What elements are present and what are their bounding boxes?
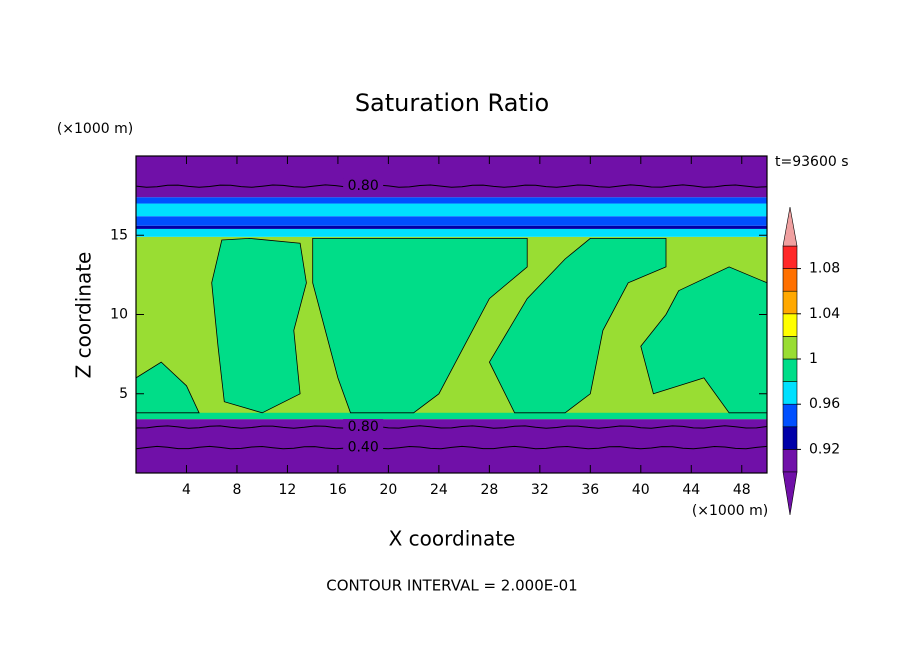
x-tick-label: 4 [182,482,191,498]
colorbar-over [782,206,798,247]
colorbar-under [782,471,798,516]
y-tick-label: 5 [119,386,128,402]
colorbar-box [782,449,798,473]
contour-line [135,184,768,188]
contour-label-bg [343,419,384,436]
footer: CONTOUR INTERVAL = 2.000E-01 [326,577,577,595]
x-tick-label: 28 [480,482,498,498]
contour-line [135,445,768,450]
colorbar-tick-label: 0.92 [809,441,840,457]
x-unit: (×1000 m) [692,503,768,519]
x-tick-label: 16 [329,482,347,498]
x-tick-label: 32 [531,482,549,498]
colorbar-box [782,358,798,382]
colorbar-box [782,245,798,269]
contour-label: 0.40 [348,440,379,456]
field-band [136,225,767,229]
time-label: t=93600 s [775,154,849,170]
colorbar-box [782,381,798,405]
contour-label-bg [343,439,384,456]
colorbar-box [782,336,798,360]
field-patch [312,238,528,414]
x-tick-label: 8 [232,482,241,498]
field-band [136,197,767,204]
field-patch [640,266,768,414]
x-tick-label: 40 [632,482,650,498]
field-patch [488,238,667,414]
y-tick-label: 15 [110,227,128,243]
x-tick-label: 20 [379,482,397,498]
colorbar-box [782,403,798,428]
colorbar-box [782,290,798,315]
colorbar-box [782,426,798,450]
field-band [136,156,767,198]
x-axis-label: X coordinate [389,527,516,551]
contour-label: 0.80 [348,178,379,194]
y-unit: (×1000 m) [57,121,133,137]
contour-label: 0.80 [348,419,379,435]
x-tick-label: 44 [682,482,700,498]
colorbar-box [782,268,798,292]
colorbar-tick-label: 1 [809,351,818,367]
colorbar-box [782,313,798,337]
field-band [136,412,767,420]
colorbar-tick-label: 0.96 [809,396,840,412]
colorbar-tick-label: 1.04 [809,306,840,322]
field-patch [211,237,307,414]
y-axis-label: Z coordinate [72,252,96,379]
field-band [136,216,767,226]
colorbar-tick-label: 1.08 [809,261,840,277]
y-tick-label: 10 [110,307,128,323]
contour-line [135,425,768,429]
field-band [136,203,767,217]
x-tick-label: 24 [430,482,448,498]
x-tick-label: 48 [733,482,751,498]
chart-title: Saturation Ratio [355,89,549,117]
x-tick-label: 12 [279,482,297,498]
contour-label-bg [343,178,384,195]
x-tick-label: 36 [581,482,599,498]
field-band [136,228,767,237]
